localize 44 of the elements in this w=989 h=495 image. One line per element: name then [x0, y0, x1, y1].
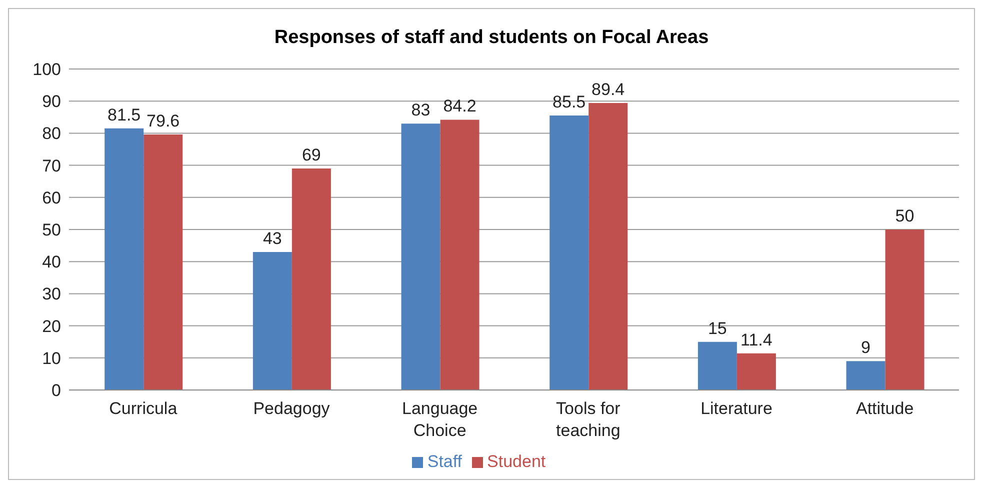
chart-title: Responses of staff and students on Focal Areas: [273, 27, 710, 50]
legend-label: Staff: [427, 452, 462, 471]
data-label: 43: [262, 228, 282, 248]
bar: [144, 134, 183, 390]
legend-label: Student: [487, 452, 546, 471]
data-label: 85.5: [552, 92, 586, 112]
data-label: 11.4: [740, 330, 772, 350]
bar: [401, 124, 440, 390]
data-label: 81.5: [108, 105, 141, 124]
y-tick-label: 10: [42, 348, 61, 368]
data-label: 83: [411, 100, 430, 120]
bar: [252, 252, 292, 390]
data-label: 50: [895, 206, 914, 226]
x-tick-label: Tools for teaching: [556, 399, 621, 440]
data-label: 84.2: [443, 96, 476, 116]
y-tick-label: 60: [42, 188, 61, 208]
data-label: 79.6: [146, 111, 180, 130]
data-label: 15: [708, 318, 727, 338]
y-tick-label: 40: [42, 252, 61, 272]
y-tick-label: 20: [42, 316, 61, 336]
bar: [550, 116, 589, 390]
y-tick-label: 90: [42, 92, 61, 112]
bar: [885, 230, 924, 390]
data-label: 9: [861, 338, 870, 358]
x-tick-label: Language Choice: [402, 399, 478, 440]
bar: [846, 361, 886, 390]
bar: [698, 342, 737, 390]
x-tick-label: Attitude: [856, 399, 914, 418]
bar: [736, 353, 776, 390]
y-tick-label: 70: [42, 156, 61, 176]
bar: [292, 168, 331, 390]
x-tick-label: Pedagogy: [253, 399, 330, 418]
y-tick-label: 0: [52, 381, 61, 400]
y-tick-label: 80: [42, 124, 61, 144]
x-tick-label: Curricula: [109, 399, 178, 418]
bar: [588, 103, 628, 390]
data-label: 69: [302, 146, 321, 165]
data-label: 89.4: [592, 80, 625, 100]
y-tick-label: 100: [32, 60, 61, 80]
bar: [104, 128, 144, 390]
x-tick-label: Literature: [700, 399, 772, 418]
y-tick-label: 30: [42, 284, 61, 304]
y-tick-label: 50: [42, 220, 61, 240]
bar: [440, 120, 480, 390]
